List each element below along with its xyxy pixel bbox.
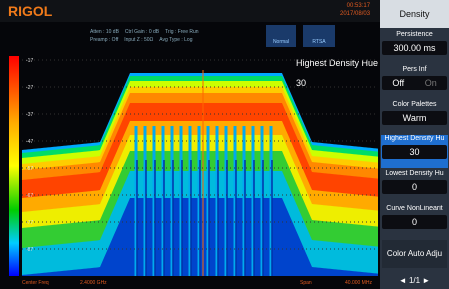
scale-label: -27	[26, 85, 33, 91]
density-trace	[22, 70, 378, 276]
menu-button[interactable]: Color Auto Adju	[382, 240, 447, 268]
item-label: Curve NonLinearit	[382, 205, 447, 212]
status-item: Atten : 10 dB	[90, 28, 119, 36]
annotation-value: 30	[296, 78, 306, 88]
item-label: Lowest Density Hu	[382, 170, 447, 177]
scale-label: -67	[26, 193, 33, 199]
time: 00:53:17	[340, 2, 370, 10]
item-label: Pers Inf	[382, 66, 447, 73]
menu-item[interactable]: Curve NonLinearit 0	[382, 205, 447, 238]
status-item: Preamp : Off	[90, 36, 118, 44]
page: 1/1	[409, 276, 420, 285]
side-menu: Density Persistence 300.00 ms Pers Inf Off…	[380, 0, 449, 289]
item-value: 30	[382, 145, 447, 159]
logo: RIGOL	[8, 3, 52, 19]
top-bar	[0, 0, 380, 22]
menu-item[interactable]: Persistence 300.00 ms	[382, 31, 447, 64]
scale-label: -57	[26, 166, 33, 172]
span-label: Span	[300, 280, 312, 286]
status-info: Atten : 10 dB Ctrl Gain : 0 dB Trig : Free…	[90, 28, 220, 44]
item-value: 0	[382, 215, 447, 229]
scale-label: -37	[26, 112, 33, 118]
menu-item[interactable]: Color Palettes Warm	[382, 101, 447, 134]
item-value: 0	[382, 180, 447, 194]
center-label: Center Freq	[22, 280, 49, 286]
scale-label: -17	[26, 58, 33, 64]
page-indicator: ◄ 1/1 ►	[380, 272, 449, 289]
spectrum-display: Highest Density Hue 30 Center Freq 2.400…	[0, 50, 380, 289]
status-item: Input Z : 50Ω	[124, 36, 153, 44]
date: 2017/08/03	[340, 10, 370, 18]
scale-label: -77	[26, 220, 33, 226]
item-option: On	[415, 76, 448, 90]
item-value: Warm	[382, 111, 447, 125]
scale-label: -47	[26, 139, 33, 145]
item-value: Off	[382, 76, 415, 90]
prev-page[interactable]: ◄	[399, 276, 409, 285]
status-item: Avg Type : Log	[159, 36, 192, 44]
item-value: 300.00 ms	[382, 41, 447, 55]
mode-button[interactable]: Normal	[266, 25, 296, 47]
screen: RIGOL 00:53:172017/08/03 Atten : 10 dB Ct…	[0, 0, 449, 289]
color-bar	[9, 56, 19, 276]
next-page[interactable]: ►	[420, 276, 430, 285]
span-value: 40.000 MHz	[345, 280, 372, 286]
mode-button[interactable]: RTSA	[303, 25, 335, 47]
menu-title: Density	[380, 0, 449, 28]
scale-label: -87	[26, 247, 33, 253]
status-item: Ctrl Gain : 0 dB	[125, 28, 159, 36]
center-value: 2.4000 GHz	[80, 280, 107, 286]
item-label: Highest Density Hu	[381, 135, 448, 142]
menu-item[interactable]: Lowest Density Hu 0	[382, 170, 447, 203]
annotation: Highest Density Hue	[296, 58, 378, 68]
item-label: Persistence	[382, 31, 447, 38]
item-label: Color Palettes	[382, 101, 447, 108]
menu-item-selected[interactable]: Highest Density Hu 30	[381, 135, 448, 168]
status-item: Trig : Free Run	[165, 28, 198, 36]
